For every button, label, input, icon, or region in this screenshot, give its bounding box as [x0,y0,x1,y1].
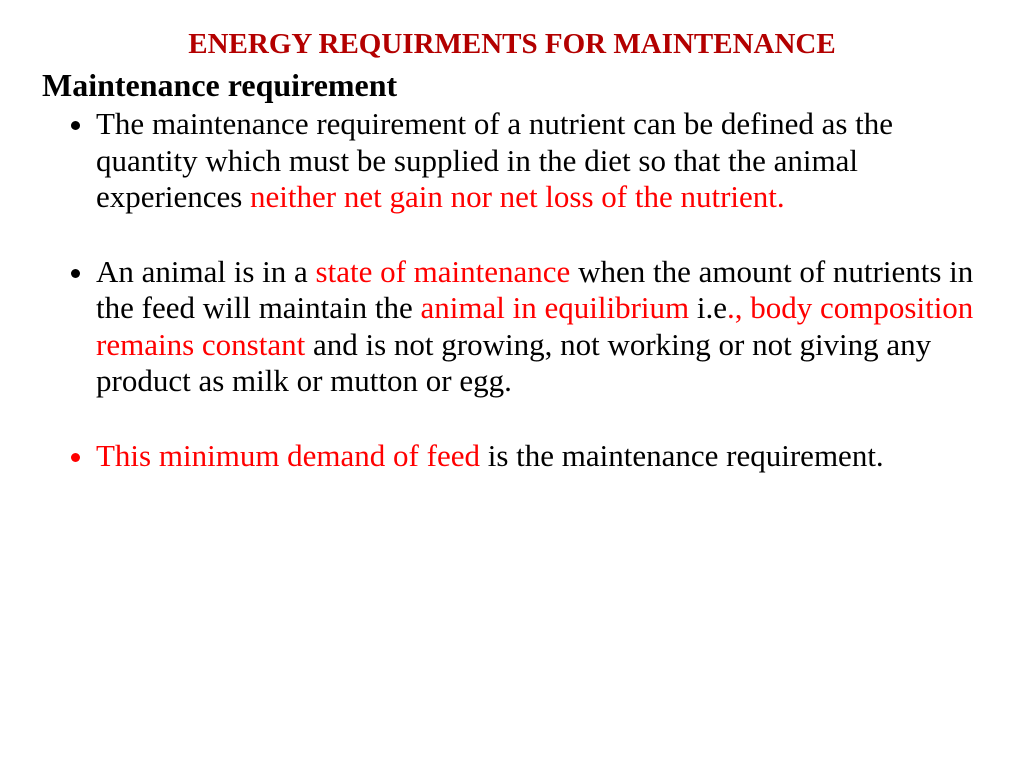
text-run-red: neither net gain nor net loss of the nut… [250,179,785,214]
text-run-red: state of maintenance [316,254,579,289]
text-run: is the maintenance requirement. [488,438,884,473]
text-run: An animal is in a [96,254,316,289]
bullet-item-1: The maintenance requirement of a nutrien… [96,106,982,216]
slide-title: ENERGY REQUIRMENTS FOR MAINTENANCE [42,28,982,61]
bullet-item-3: This minimum demand of feed is the maint… [96,438,982,475]
slide: ENERGY REQUIRMENTS FOR MAINTENANCE Maint… [0,0,1024,768]
section-heading: Maintenance requirement [42,67,982,104]
bullet-item-2: An animal is in a state of maintenance w… [96,254,982,400]
bullet-list: The maintenance requirement of a nutrien… [42,106,982,475]
text-run-red: This minimum demand of feed [96,438,488,473]
text-run: i.e [697,290,727,325]
text-run-red: animal in equilibrium [421,290,697,325]
